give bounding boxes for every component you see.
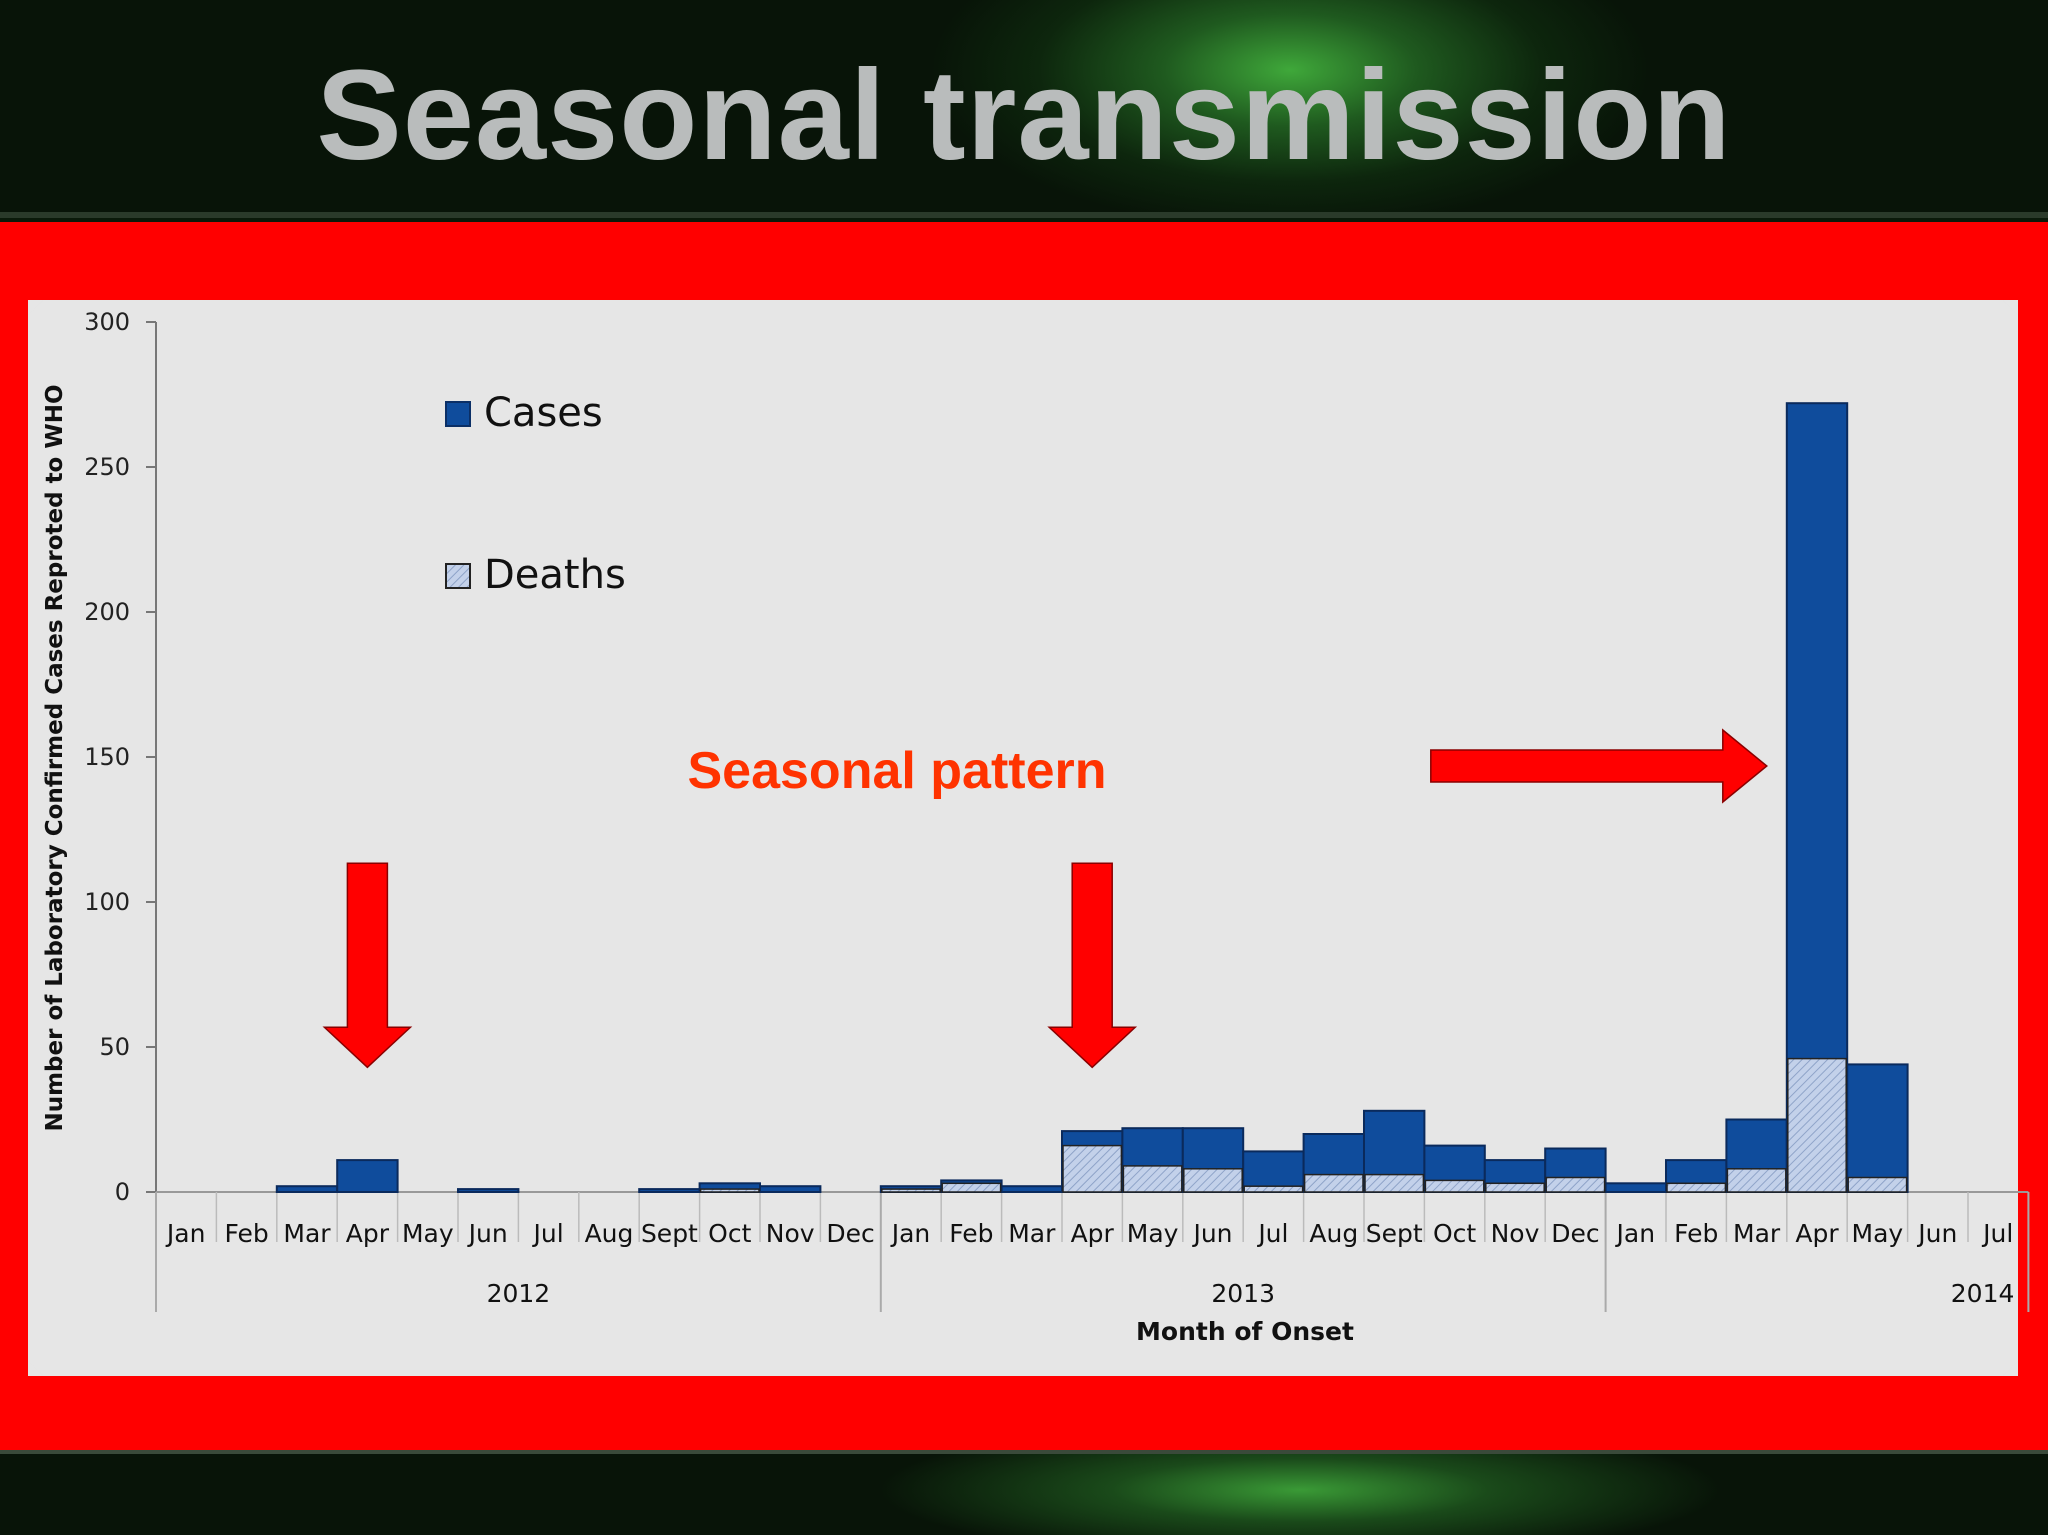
x-tick-label: Jul xyxy=(532,1219,564,1248)
x-tick-label: Jan xyxy=(1615,1219,1656,1248)
bar-deaths xyxy=(1183,1168,1243,1193)
x-tick-label: Jan xyxy=(165,1219,206,1248)
plot-panel xyxy=(28,300,2018,1376)
x-tick-label: Jun xyxy=(1191,1219,1232,1248)
bar-deaths xyxy=(1122,1165,1183,1193)
x-tick-label: Dec xyxy=(826,1219,874,1248)
bar-cases xyxy=(457,1188,520,1193)
bar-cases xyxy=(1604,1182,1667,1193)
x-tick-label: Apr xyxy=(346,1219,390,1248)
year-label: 2014 xyxy=(1951,1279,2015,1308)
bar-deaths xyxy=(1787,1057,1847,1193)
y-tick-label: 200 xyxy=(84,598,130,626)
x-axis-label: Month of Onset xyxy=(1136,1317,1354,1346)
bar-deaths xyxy=(699,1188,760,1193)
x-tick-label: Mar xyxy=(283,1219,331,1248)
bar-deaths xyxy=(1545,1176,1606,1193)
highlight-arrow-down xyxy=(1047,862,1138,1069)
x-tick-label: Feb xyxy=(1674,1219,1718,1248)
bar-cases xyxy=(759,1185,822,1194)
x-tick-label: Jun xyxy=(1916,1219,1957,1248)
x-tick-label: Apr xyxy=(1071,1219,1115,1248)
x-tick-label: Nov xyxy=(1491,1219,1540,1248)
y-axis-label: Number of Laboratory Confirmed Cases Rep… xyxy=(42,384,68,1131)
legend-label-cases: Cases xyxy=(484,390,603,436)
legend-swatch-deaths xyxy=(445,563,471,589)
x-tick-label: Aug xyxy=(1309,1219,1358,1248)
legend-swatch-cases xyxy=(445,401,471,427)
bar-cases xyxy=(1242,1150,1305,1194)
seasonal-pattern-annotation: Seasonal pattern xyxy=(687,742,1106,800)
bar-deaths xyxy=(1726,1168,1787,1193)
x-tick-label: Feb xyxy=(224,1219,268,1248)
bar-deaths xyxy=(1424,1179,1485,1193)
x-tick-label: Dec xyxy=(1551,1219,1599,1248)
x-tick-label: Mar xyxy=(1008,1219,1056,1248)
bar-chart: 0 50 100 150 200 250 300 Jan Feb Mar Apr May Jun Jul A… xyxy=(42,308,2030,1346)
x-tick-label: May xyxy=(1852,1219,1904,1248)
footer-background xyxy=(0,1450,2048,1535)
x-tick-label: May xyxy=(1127,1219,1179,1248)
x-tick-label: Oct xyxy=(708,1219,751,1248)
x-tick-label: Feb xyxy=(949,1219,993,1248)
bar-deaths xyxy=(881,1188,941,1193)
x-tick-label: Jun xyxy=(467,1219,508,1248)
header-background xyxy=(0,0,2048,218)
bar-deaths xyxy=(1364,1173,1425,1193)
bar-deaths xyxy=(1847,1176,1908,1193)
year-label: 2012 xyxy=(487,1279,551,1308)
bar-deaths xyxy=(1062,1144,1123,1193)
y-tick-label: 250 xyxy=(84,453,130,481)
highlight-arrow-down xyxy=(322,862,413,1069)
bar-cases xyxy=(336,1159,399,1193)
legend-label-deaths: Deaths xyxy=(484,552,626,598)
year-label: 2013 xyxy=(1211,1279,1275,1308)
bar-deaths xyxy=(1303,1173,1364,1193)
chart-frame: 0 50 100 150 200 250 300 Jan Feb Mar Apr May Jun Jul A… xyxy=(0,222,2048,1450)
x-tick-label: Sept xyxy=(1366,1219,1423,1248)
bar-deaths xyxy=(1243,1185,1304,1193)
x-tick-label: Jul xyxy=(1981,1219,2013,1248)
slide-title: Seasonal transmission xyxy=(316,44,1732,187)
x-tick-label: Sept xyxy=(641,1219,698,1248)
x-tick-label: Nov xyxy=(766,1219,815,1248)
y-tick-label: 150 xyxy=(84,743,130,771)
x-tick-label: May xyxy=(402,1219,454,1248)
x-tick-label: Jul xyxy=(1256,1219,1288,1248)
y-tick-label: 100 xyxy=(84,888,130,916)
bar-cases xyxy=(275,1185,339,1194)
x-tick-label: Apr xyxy=(1795,1219,1839,1248)
x-tick-label: Mar xyxy=(1733,1219,1781,1248)
bar-deaths xyxy=(1485,1182,1545,1193)
bar-cases xyxy=(638,1188,701,1193)
x-tick-label: Oct xyxy=(1433,1219,1476,1248)
bar-cases xyxy=(1846,1063,1909,1194)
y-tick-label: 300 xyxy=(84,308,130,336)
highlight-arrow-right xyxy=(1430,728,1768,804)
x-tick-label: Jan xyxy=(890,1219,931,1248)
bar-deaths xyxy=(1666,1182,1727,1193)
y-tick-label: 50 xyxy=(99,1033,130,1061)
y-tick-label: 0 xyxy=(115,1178,130,1206)
x-tick-label: Aug xyxy=(585,1219,634,1248)
bar-cases xyxy=(1000,1185,1063,1194)
bar-deaths xyxy=(941,1182,1002,1193)
